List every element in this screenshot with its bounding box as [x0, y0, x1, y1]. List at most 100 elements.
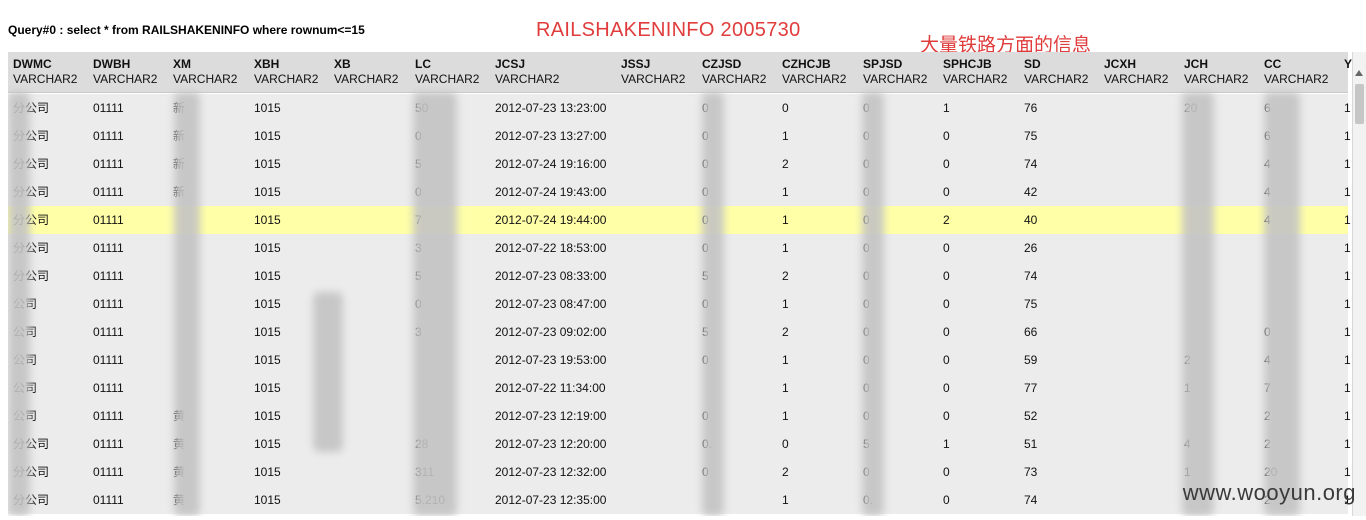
cell-czjsd[interactable]: 0 — [702, 409, 709, 423]
cell-xm[interactable]: 黄 — [173, 409, 186, 423]
cell-lc[interactable]: 5 — [415, 157, 422, 171]
cell-dwbh[interactable]: 01111 — [93, 297, 124, 311]
cell-y[interactable]: 1 — [1344, 157, 1351, 171]
cell-cc[interactable]: 4 — [1264, 353, 1271, 367]
cell-xbh[interactable]: 1015 — [254, 129, 281, 143]
column-header-sphcjb[interactable]: SPHCJB VARCHAR2 — [938, 52, 1019, 92]
cell-jcsj[interactable]: 2012-07-24 19:16:00 — [495, 157, 607, 171]
cell-xbh[interactable]: 1015 — [254, 185, 281, 199]
cell-y[interactable]: 1 — [1344, 297, 1351, 311]
cell-czjsd[interactable]: 0 — [702, 185, 709, 199]
table-row[interactable]: 分公司 01111 1015 7 2012-07-24 19:44:00 0 1 0 2 40 4 1 — [8, 206, 1351, 235]
cell-xb[interactable] — [329, 122, 410, 150]
cell-dwmc[interactable]: 分公司 — [13, 465, 50, 479]
cell-dwmc[interactable]: 分公司 — [13, 213, 50, 227]
cell-dwmc[interactable]: 分公司 — [13, 185, 50, 199]
cell-spjsd[interactable]: 0 — [863, 325, 870, 339]
cell-spjsd[interactable]: 0 — [863, 353, 870, 367]
cell-sphcjb[interactable]: 0 — [943, 325, 950, 339]
cell-dwbh[interactable]: 01111 — [93, 213, 124, 227]
cell-xb[interactable] — [329, 374, 410, 402]
cell-xb[interactable] — [329, 458, 410, 486]
table-row[interactable]: 分公司 01111 新 1015 50 2012-07-23 13:23:00 0 0 0 1 76… — [8, 94, 1351, 123]
cell-sphcjb[interactable]: 0 — [943, 381, 950, 395]
cell-spjsd[interactable]: 0 — [863, 129, 870, 143]
cell-xbh[interactable]: 1015 — [254, 465, 281, 479]
cell-xb[interactable] — [329, 206, 410, 234]
cell-jssj[interactable] — [616, 178, 697, 206]
cell-y[interactable]: 1 — [1344, 241, 1351, 255]
cell-czhcjb[interactable]: 1 — [782, 353, 789, 367]
cell-sd[interactable]: 77 — [1024, 381, 1038, 395]
cell-lc[interactable] — [410, 346, 490, 374]
cell-czjsd[interactable] — [697, 374, 777, 402]
cell-jch[interactable] — [1179, 318, 1259, 346]
cell-xbh[interactable]: 1015 — [254, 353, 281, 367]
cell-czjsd[interactable]: 0 — [702, 297, 709, 311]
cell-sd[interactable]: 74 — [1024, 157, 1038, 171]
cell-xb[interactable] — [329, 234, 410, 262]
cell-jch[interactable] — [1179, 234, 1259, 262]
cell-dwbh[interactable]: 01111 — [93, 185, 124, 199]
cell-dwbh[interactable]: 01111 — [93, 493, 124, 507]
cell-xm[interactable]: 新 — [173, 101, 186, 115]
table-row[interactable]: 公司 01111 黄 1015 2012-07-23 12:19:00 0 1 0 0 52 2 1 — [8, 402, 1351, 431]
column-header-y[interactable]: Y — [1339, 52, 1352, 92]
cell-y[interactable]: 1 — [1344, 269, 1351, 283]
cell-jcxh[interactable] — [1099, 150, 1179, 178]
cell-jssj[interactable] — [616, 486, 697, 514]
cell-jcsj[interactable]: 2012-07-23 13:27:00 — [495, 129, 607, 143]
cell-lc[interactable]: 5 — [415, 269, 422, 283]
cell-sphcjb[interactable]: 2 — [943, 213, 950, 227]
cell-jch[interactable]: 2 — [1184, 353, 1191, 367]
cell-y[interactable]: 1 — [1344, 353, 1351, 367]
cell-czhcjb[interactable]: 1 — [782, 297, 789, 311]
cell-dwmc[interactable]: 分公司 — [13, 101, 50, 115]
cell-jcxh[interactable] — [1099, 346, 1179, 374]
table-row[interactable]: 分公司 01111 新 1015 5 2012-07-24 19:16:00 0 2 0 0 74 4… — [8, 150, 1351, 179]
cell-czjsd[interactable]: 5 — [702, 325, 709, 339]
cell-jcsj[interactable]: 2012-07-23 13:23:00 — [495, 101, 607, 115]
cell-dwbh[interactable]: 01111 — [93, 157, 124, 171]
cell-y[interactable]: 1 — [1344, 465, 1351, 479]
cell-jch[interactable]: 4 — [1184, 437, 1191, 451]
cell-sd[interactable]: 52 — [1024, 409, 1038, 423]
cell-cc[interactable]: 6 — [1264, 101, 1271, 115]
cell-xm[interactable] — [168, 346, 249, 374]
column-header-czjsd[interactable]: CZJSD VARCHAR2 — [697, 52, 777, 92]
column-header-xm[interactable]: XM VARCHAR2 — [168, 52, 249, 92]
cell-y[interactable]: 1 — [1344, 437, 1351, 451]
cell-cc[interactable]: 4 — [1264, 185, 1271, 199]
cell-y[interactable]: 1 — [1344, 381, 1351, 395]
cell-xbh[interactable]: 1015 — [254, 409, 281, 423]
cell-jcxh[interactable] — [1099, 430, 1179, 458]
cell-jcxh[interactable] — [1099, 486, 1179, 514]
cell-dwmc[interactable]: 分公司 — [13, 437, 50, 451]
cell-jcxh[interactable] — [1099, 402, 1179, 430]
table-row[interactable]: 分公司 01111 黄 1015 5.210 2012-07-23 12:35:00 1 0.… — [8, 486, 1351, 515]
cell-xbh[interactable]: 1015 — [254, 381, 281, 395]
cell-jcsj[interactable]: 2012-07-23 08:47:00 — [495, 297, 607, 311]
cell-cc[interactable] — [1259, 290, 1339, 318]
cell-sd[interactable]: 51 — [1024, 437, 1038, 451]
cell-sphcjb[interactable]: 0 — [943, 185, 950, 199]
cell-jcxh[interactable] — [1099, 206, 1179, 234]
cell-dwbh[interactable]: 01111 — [93, 101, 124, 115]
cell-y[interactable]: 1 — [1344, 129, 1351, 143]
cell-sphcjb[interactable]: 0 — [943, 129, 950, 143]
cell-jssj[interactable] — [616, 346, 697, 374]
cell-jcxh[interactable] — [1099, 458, 1179, 486]
table-row[interactable]: 公司 01111 1015 2012-07-23 19:53:00 0 1 0 0 59 2 4 1 — [8, 346, 1351, 375]
cell-xm[interactable]: 新 — [173, 157, 186, 171]
cell-lc[interactable]: 5.210 — [415, 493, 446, 507]
table-row[interactable]: 分公司 01111 新 1015 0 2012-07-23 13:27:00 0 1 0 0 75 6… — [8, 122, 1351, 151]
cell-dwmc[interactable]: 公司 — [13, 353, 38, 367]
cell-sphcjb[interactable]: 0 — [943, 465, 950, 479]
cell-y[interactable]: 1 — [1344, 101, 1351, 115]
cell-spjsd[interactable]: 0 — [863, 101, 870, 115]
cell-lc[interactable]: 0 — [415, 129, 422, 143]
cell-lc[interactable]: 0 — [415, 185, 422, 199]
cell-sd[interactable]: 76 — [1024, 101, 1038, 115]
cell-sd[interactable]: 26 — [1024, 241, 1038, 255]
cell-jch[interactable]: 20 — [1184, 101, 1198, 115]
